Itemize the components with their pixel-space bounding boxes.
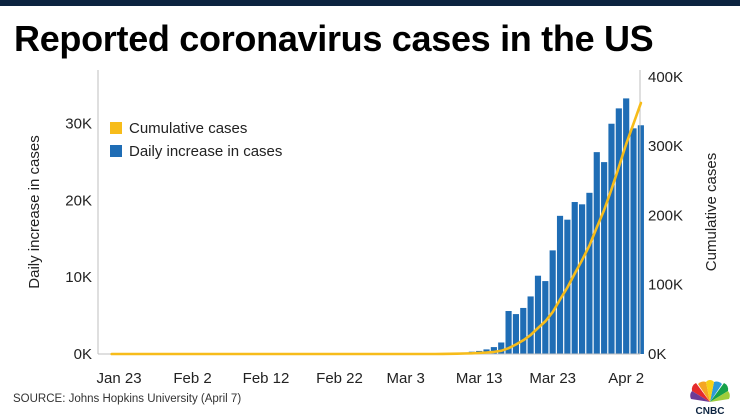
bar	[527, 296, 534, 354]
bar	[637, 125, 644, 354]
bar-series-daily	[439, 98, 644, 355]
bar	[520, 307, 527, 354]
cnbc-logo: CNBC	[690, 380, 730, 416]
bar	[534, 275, 542, 354]
y2-tick-label: 400K	[648, 69, 683, 86]
y2-tick-label: 0K	[648, 346, 666, 363]
bar	[579, 204, 586, 354]
bar	[623, 98, 630, 355]
peacock-icon	[690, 380, 730, 402]
chart-title: Reported coronavirus cases in the US	[14, 18, 654, 59]
header-bar	[0, 0, 740, 6]
bar	[490, 347, 497, 354]
y-tick-label: 30K	[65, 116, 92, 133]
y2-tick-label: 100K	[648, 277, 683, 294]
bar	[601, 162, 608, 354]
bar	[593, 152, 600, 354]
legend-entry: Daily increase in cases	[129, 143, 282, 160]
bar	[630, 128, 637, 354]
x-tick-label: Apr 2	[608, 370, 644, 387]
x-tick-label: Feb 22	[316, 370, 363, 387]
line-series-cumulative	[110, 101, 643, 356]
bar	[498, 342, 505, 354]
y-tick-label: 20K	[65, 192, 92, 209]
x-tick-label: Jan 23	[97, 370, 142, 387]
y-tick-label: 0K	[74, 346, 92, 363]
y-tick-label: 10K	[65, 269, 92, 286]
x-tick-label: Mar 3	[387, 370, 425, 387]
bar	[549, 250, 556, 354]
tick-labels: 0K 10K 20K 30K 0K 100K 200K 300K 400K Jan 23 Feb 2…	[65, 69, 683, 387]
legend: Cumulative cases Daily increase in cases	[110, 120, 282, 160]
bar	[571, 202, 578, 354]
y2-axis-label: Cumulative cases	[703, 153, 720, 271]
x-tick-label: Feb 12	[243, 370, 290, 387]
y-axis-label: Daily increase in cases	[26, 135, 43, 288]
bar	[542, 281, 549, 354]
legend-swatch	[110, 145, 122, 157]
x-tick-label: Feb 2	[173, 370, 211, 387]
y2-tick-label: 200K	[648, 207, 683, 224]
legend-entry: Cumulative cases	[129, 120, 247, 137]
bar	[586, 192, 593, 354]
bar	[512, 314, 519, 354]
x-tick-label: Mar 23	[529, 370, 576, 387]
y2-tick-label: 300K	[648, 138, 683, 155]
bar	[505, 311, 512, 354]
source-note: SOURCE: Johns Hopkins University (April …	[13, 393, 242, 405]
bar	[615, 108, 622, 354]
logo-text: CNBC	[696, 406, 725, 416]
bar	[556, 215, 564, 354]
bar	[608, 123, 615, 354]
x-tick-label: Mar 13	[456, 370, 503, 387]
legend-swatch	[110, 122, 122, 134]
